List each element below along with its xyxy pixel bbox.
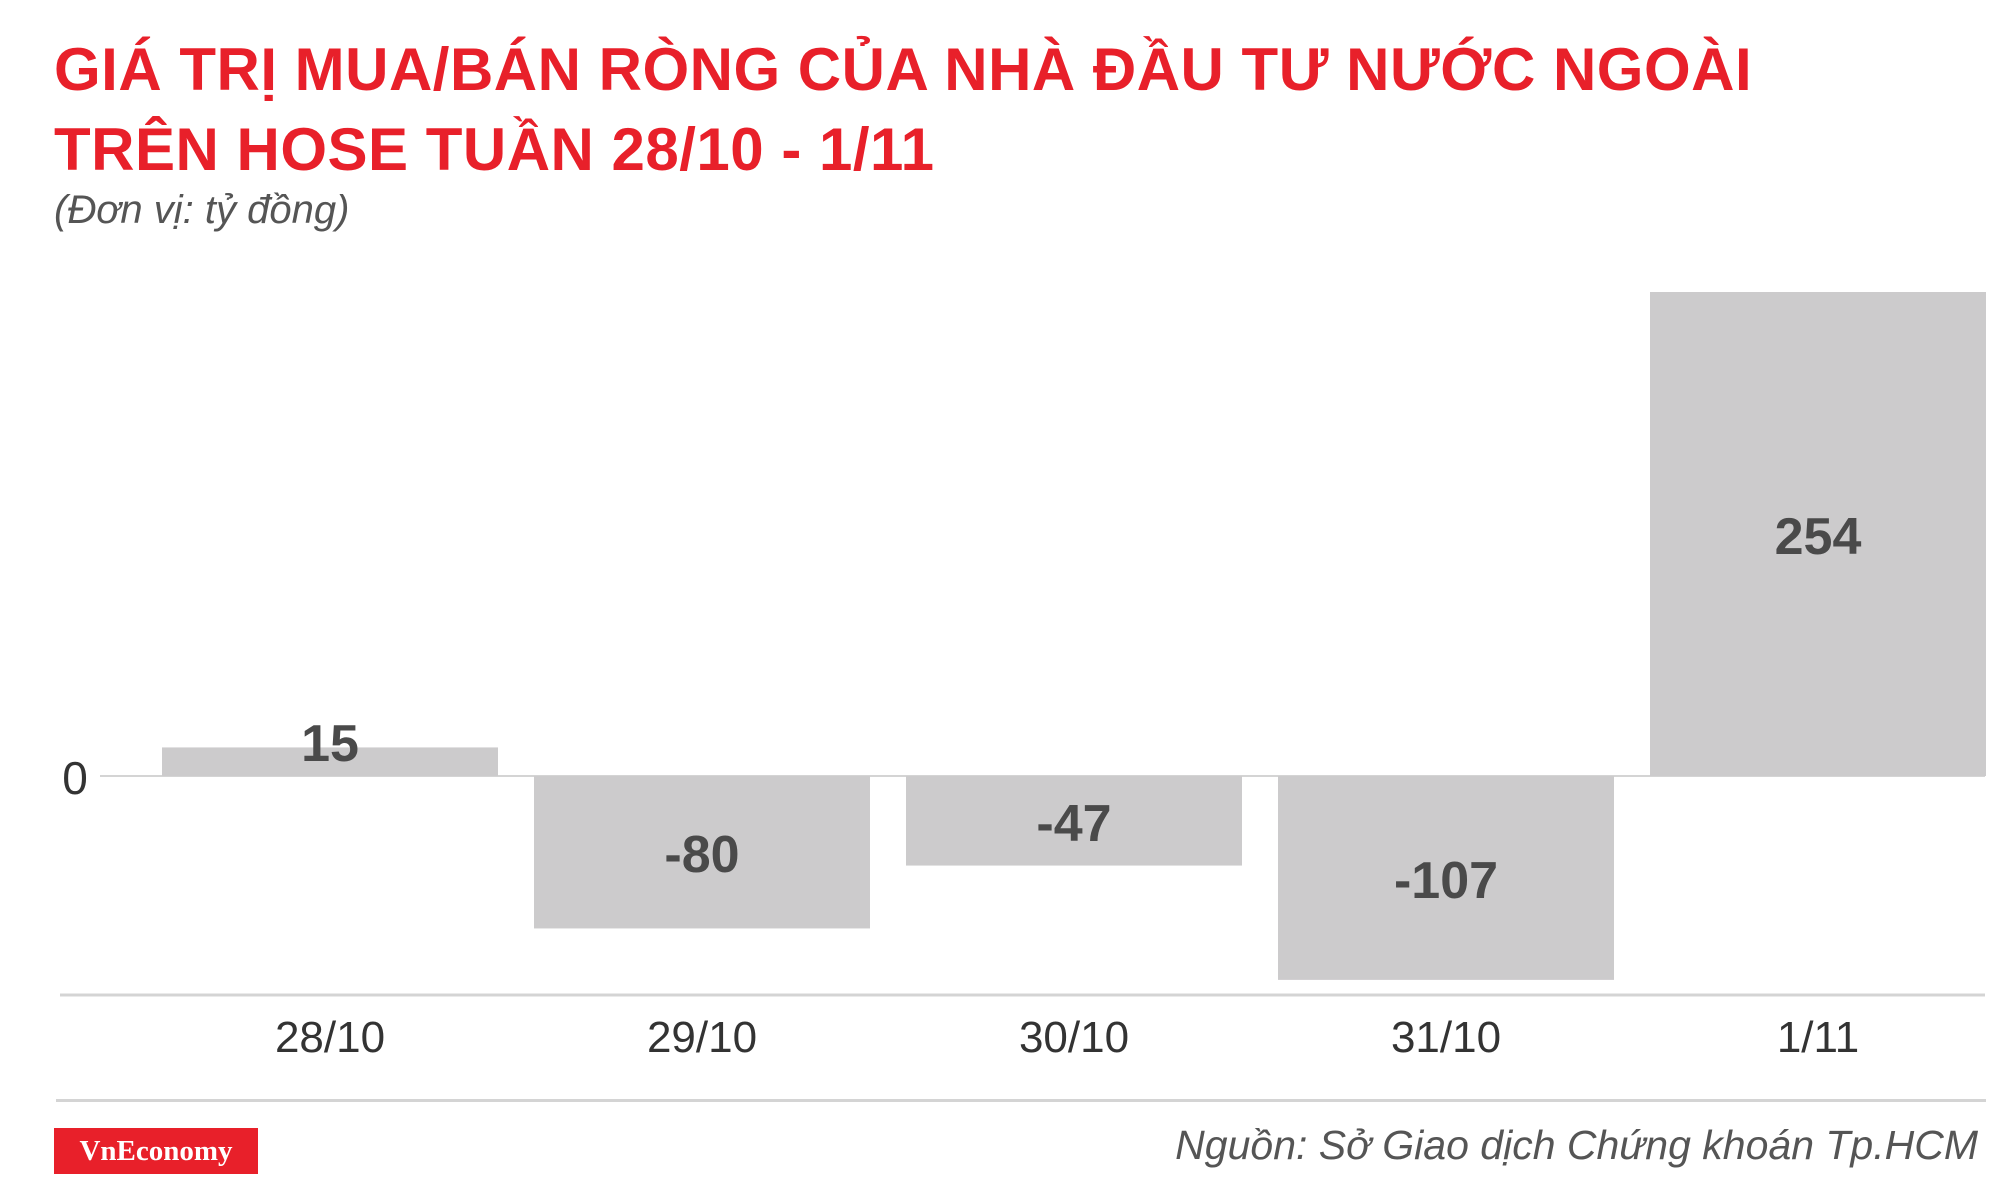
bar-29/10 [534, 776, 870, 929]
x-tick-label-31/10: 31/10 [1391, 1013, 1501, 1062]
x-tick-label-1/11: 1/11 [1777, 1013, 1859, 1062]
bar-28/10 [162, 747, 498, 776]
data-label-28/10: 15 [301, 715, 359, 773]
bar-31/10 [1278, 776, 1614, 980]
source-note: Nguồn: Sở Giao dịch Chứng khoán Tp.HCM [1175, 1122, 1978, 1168]
x-tick-label-29/10: 29/10 [647, 1013, 757, 1062]
unit-label: (Đơn vị: tỷ đồng) [54, 188, 350, 232]
x-tick-label-28/10: 28/10 [275, 1013, 385, 1062]
data-label-30/10: -47 [1036, 795, 1111, 853]
chart-title-line-2: TRÊN HOSE TUẦN 28/10 - 1/11 [54, 116, 935, 183]
data-label-1/11: 254 [1775, 508, 1862, 566]
footer-divider [56, 1099, 1986, 1102]
bar-30/10 [906, 776, 1242, 866]
data-label-29/10: -80 [664, 826, 739, 884]
chart-title: GIÁ TRỊ MUA/BÁN RÒNG CỦA NHÀ ĐẦU TƯ NƯỚC… [54, 30, 1752, 190]
bar-1/11 [1650, 292, 1986, 776]
y-tick-label-0: 0 [62, 752, 88, 804]
chart-title-line-1: GIÁ TRỊ MUA/BÁN RÒNG CỦA NHÀ ĐẦU TƯ NƯỚC… [54, 36, 1753, 103]
x-tick-label-30/10: 30/10 [1019, 1013, 1129, 1062]
vneconomy-logo: VnEconomy [54, 1128, 258, 1174]
data-label-31/10: -107 [1394, 852, 1498, 910]
